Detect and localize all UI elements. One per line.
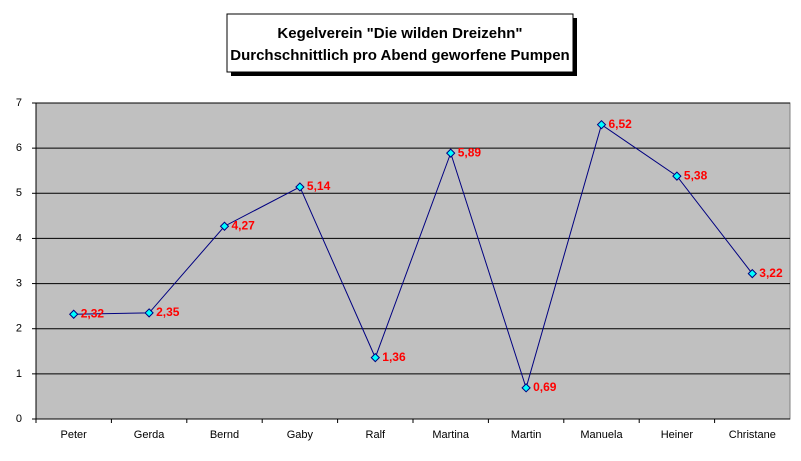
chart-title: Kegelverein "Die wilden Dreizehn": [277, 25, 522, 42]
value-label: 0,69: [533, 380, 557, 394]
x-tick-label: Manuela: [580, 429, 623, 441]
marker: [445, 148, 456, 158]
value-label: 3,22: [759, 266, 783, 280]
y-tick-label: 2: [16, 323, 22, 335]
x-tick-label: Ralf: [366, 429, 387, 441]
x-tick-label: Gerda: [134, 429, 165, 441]
marker: [521, 383, 531, 393]
marker: [144, 308, 154, 318]
marker: [747, 268, 758, 279]
y-tick-label: 1: [16, 368, 22, 380]
marker: [219, 221, 230, 231]
value-label: 6,52: [609, 117, 633, 131]
value-label: 2,35: [156, 305, 180, 319]
marker: [295, 182, 305, 192]
marker: [370, 352, 381, 363]
marker: [68, 309, 79, 319]
y-tick-label: 5: [16, 187, 22, 199]
value-label: 1,36: [382, 350, 406, 364]
x-tick-label: Martin: [511, 429, 542, 441]
x-tick-label: Bernd: [210, 429, 239, 441]
x-tick-label: Peter: [61, 429, 88, 441]
value-label: 2,32: [81, 306, 105, 320]
value-label: 5,14: [307, 179, 331, 193]
plot-area: [35, 102, 791, 420]
x-tick-label: Heiner: [661, 429, 694, 441]
title-box: [226, 13, 574, 73]
x-tick-label: Christane: [729, 429, 776, 441]
chart-subtitle: Durchschnittlich pro Abend geworfene Pum…: [230, 47, 569, 64]
y-tick-label: 7: [16, 97, 22, 109]
value-label: 5,38: [684, 168, 708, 182]
y-tick-label: 6: [16, 142, 22, 154]
value-label: 5,89: [458, 145, 482, 159]
y-tick-label: 3: [16, 277, 22, 289]
line: [73, 123, 753, 390]
y-tick-label: 4: [16, 232, 22, 244]
value-label: 4,27: [232, 218, 256, 232]
marker: [672, 171, 682, 181]
y-tick-label: 0: [16, 413, 22, 425]
x-tick-label: Martina: [432, 429, 470, 441]
marker: [596, 119, 607, 130]
x-tick-label: Gaby: [287, 429, 314, 441]
